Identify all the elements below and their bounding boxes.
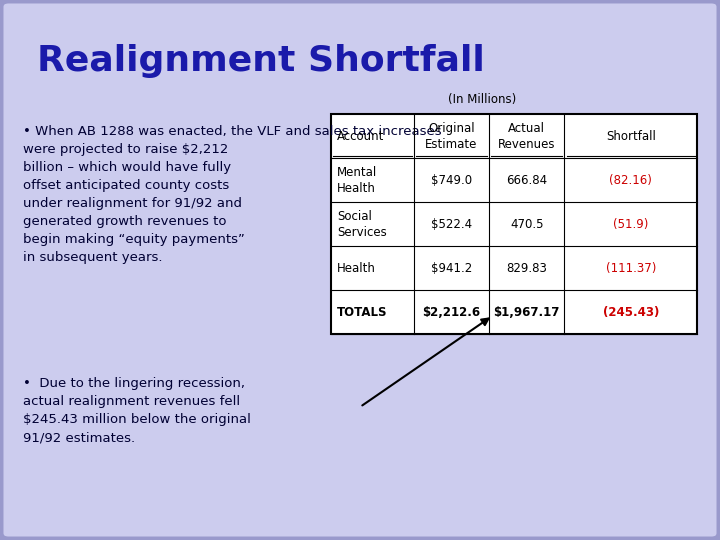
Text: 829.83: 829.83 — [506, 262, 547, 275]
Text: (51.9): (51.9) — [613, 218, 649, 231]
Text: Mental
Health: Mental Health — [337, 166, 377, 195]
Text: • When AB 1288 was enacted, the VLF and sales tax increases
were projected to ra: • When AB 1288 was enacted, the VLF and … — [23, 125, 441, 264]
Text: Actual
Revenues: Actual Revenues — [498, 122, 556, 151]
Text: $941.2: $941.2 — [431, 262, 472, 275]
Text: 470.5: 470.5 — [510, 218, 544, 231]
Text: Account: Account — [337, 130, 384, 143]
Text: Health: Health — [337, 262, 376, 275]
Text: 666.84: 666.84 — [506, 174, 547, 187]
Text: Social
Services: Social Services — [337, 210, 387, 239]
Text: Shortfall: Shortfall — [606, 130, 656, 143]
Text: (245.43): (245.43) — [603, 306, 659, 319]
Text: $522.4: $522.4 — [431, 218, 472, 231]
Text: Original
Estimate: Original Estimate — [426, 122, 477, 151]
Text: $2,212.6: $2,212.6 — [423, 306, 480, 319]
Text: $1,967.17: $1,967.17 — [494, 306, 560, 319]
Text: TOTALS: TOTALS — [337, 306, 387, 319]
Text: •  Due to the lingering recession,
actual realignment revenues fell
$245.43 mill: • Due to the lingering recession, actual… — [23, 377, 251, 444]
Text: (In Millions): (In Millions) — [448, 93, 516, 106]
Text: Realignment Shortfall: Realignment Shortfall — [37, 44, 485, 78]
Text: (111.37): (111.37) — [606, 262, 656, 275]
Bar — [331, 114, 697, 334]
Text: $749.0: $749.0 — [431, 174, 472, 187]
Text: (82.16): (82.16) — [609, 174, 652, 187]
